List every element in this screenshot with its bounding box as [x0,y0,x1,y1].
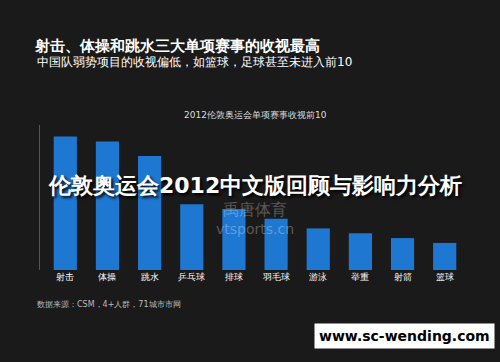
svg-text:禹唐体育: 禹唐体育 [223,200,287,219]
svg-text:2012伦敦奥运会单项赛事收视前10: 2012伦敦奥运会单项赛事收视前10 [184,110,327,120]
svg-text:跳水: 跳水 [141,272,159,282]
svg-text:体操: 体操 [98,272,116,282]
svg-text:射箭: 射箭 [394,272,412,282]
svg-text:vtsports.cn: vtsports.cn [216,221,294,237]
svg-text:数据来源：CSM，4+人群，71城市市网: 数据来源：CSM，4+人群，71城市市网 [37,300,181,309]
svg-text:射击、体操和跳水三大单项赛事的收视最高: 射击、体操和跳水三大单项赛事的收视最高 [34,37,320,55]
svg-text:中国队弱势项目的收视偏低，如篮球，足球甚至未进入前10: 中国队弱势项目的收视偏低，如篮球，足球甚至未进入前10 [37,55,352,69]
svg-text:篮球: 篮球 [436,272,454,282]
svg-text:举重: 举重 [351,272,369,282]
svg-text:www.sc-wending.com: www.sc-wending.com [319,328,490,344]
svg-text:游泳: 游泳 [309,272,327,282]
svg-text:乒乓球: 乒乓球 [178,272,205,282]
svg-text:伦敦奥运会2012中文版回顾与影响力分析: 伦敦奥运会2012中文版回顾与影响力分析 [48,173,462,198]
svg-text:射击: 射击 [56,272,74,282]
svg-text:羽毛球: 羽毛球 [263,272,290,282]
svg-text:排球: 排球 [225,272,243,282]
